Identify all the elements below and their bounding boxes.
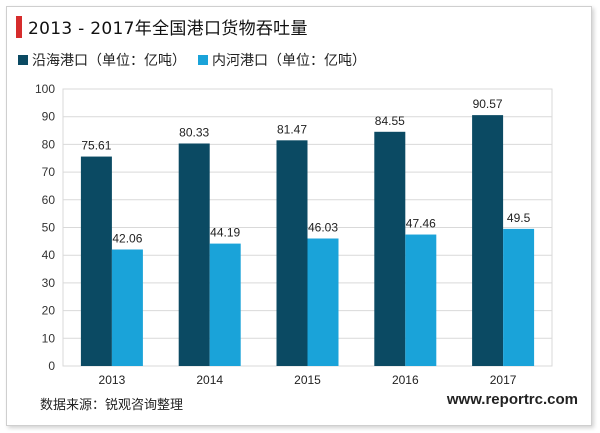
data-label: 44.19 <box>210 226 240 240</box>
x-tick-label: 2014 <box>196 373 223 387</box>
data-label: 75.61 <box>81 139 111 153</box>
y-tick-label: 70 <box>42 165 56 179</box>
bar-series-1 <box>178 143 210 366</box>
title-accent-bar <box>16 16 22 38</box>
bar-series-2 <box>111 249 143 366</box>
bar-series-2 <box>503 228 535 366</box>
y-tick-label: 40 <box>42 248 56 262</box>
legend-item-series-1: 沿海港口（单位：亿吨） <box>18 50 186 70</box>
legend: 沿海港口（单位：亿吨） 内河港口（单位：亿吨） <box>18 50 378 70</box>
bar-series-2 <box>307 238 339 366</box>
y-tick-label: 50 <box>42 221 56 235</box>
y-tick-label: 80 <box>42 137 56 151</box>
legend-item-series-2: 内河港口（单位：亿吨） <box>198 50 366 70</box>
x-tick-label: 2017 <box>490 373 517 387</box>
data-label: 80.33 <box>179 125 209 139</box>
data-label: 90.57 <box>473 97 503 111</box>
y-tick-label: 20 <box>42 304 56 318</box>
x-tick-label: 2015 <box>294 373 321 387</box>
bar-series-1 <box>472 115 504 367</box>
y-tick-label: 100 <box>35 82 55 96</box>
y-tick-label: 90 <box>42 110 56 124</box>
bar-series-1 <box>374 131 406 366</box>
data-label: 47.46 <box>406 217 436 231</box>
bar-series-1 <box>80 156 112 366</box>
bar-series-2 <box>209 243 241 366</box>
x-tick-label: 2013 <box>99 373 126 387</box>
source-note: 数据来源：锐观咨询整理 <box>40 398 184 413</box>
website-label: www.reportrc.com <box>446 391 578 408</box>
data-label: 84.55 <box>375 114 405 128</box>
y-tick-label: 0 <box>48 359 55 373</box>
y-tick-label: 60 <box>42 193 56 207</box>
data-label: 49.5 <box>507 211 531 225</box>
data-label: 42.06 <box>112 231 142 245</box>
data-label: 81.47 <box>277 122 307 136</box>
y-tick-label: 10 <box>42 331 56 345</box>
bar-series-2 <box>405 234 437 366</box>
legend-swatch-series-2 <box>198 55 208 65</box>
chart-title: 2013 - 2017年全国港口货物吞吐量 <box>28 19 308 39</box>
data-label: 46.03 <box>308 220 338 234</box>
legend-label-series-2: 内河港口（单位：亿吨） <box>212 53 366 69</box>
legend-swatch-series-1 <box>18 55 28 65</box>
x-tick-label: 2016 <box>392 373 419 387</box>
y-tick-label: 30 <box>42 276 56 290</box>
bar-series-1 <box>276 140 308 366</box>
legend-label-series-1: 沿海港口（单位：亿吨） <box>32 53 186 69</box>
